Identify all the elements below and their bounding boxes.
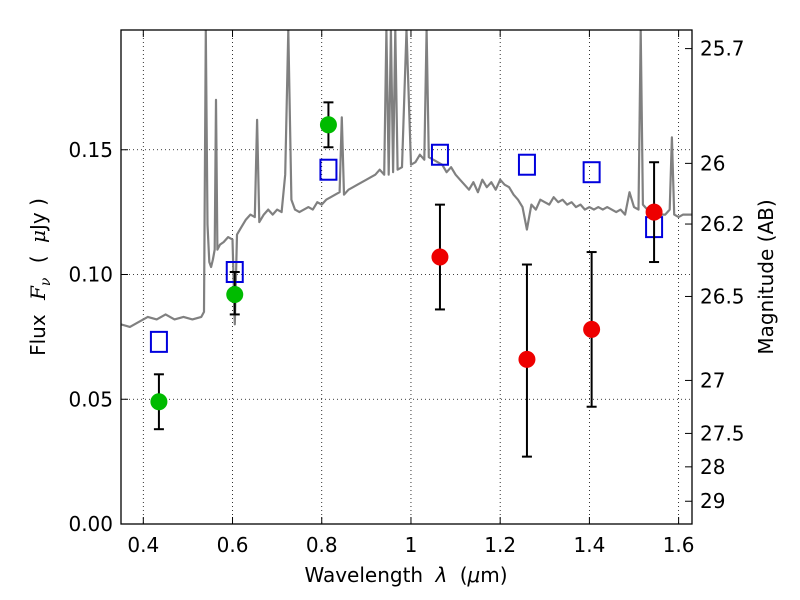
photometry-point (226, 285, 244, 303)
model-photometry-square (149, 330, 168, 353)
photometry-point (645, 203, 663, 221)
magnitude-tick-label: 25.7 (700, 37, 745, 61)
y-tick-label: 0.10 (68, 263, 113, 287)
x-tick-label: 1.4 (573, 533, 605, 557)
model-spectrum (121, 30, 692, 328)
model-spectrum-line (121, 30, 692, 328)
plot-frame (120, 29, 693, 525)
photometry-point (518, 350, 536, 368)
y-tick-label: 0.15 (68, 138, 113, 162)
x-tick-label: 1.6 (663, 533, 695, 557)
magnitude-tick-label: 28 (700, 455, 725, 479)
magnitude-tick-label: 26 (700, 151, 725, 175)
x-tick-label: 0.4 (127, 533, 159, 557)
model-photometry-square (319, 158, 338, 181)
x-tick-label: 0.8 (306, 533, 338, 557)
magnitude-tick-label: 27 (700, 368, 725, 392)
y-tick-label: 0.05 (68, 387, 113, 411)
x-tick-label: 0.6 (217, 533, 249, 557)
x-axis-ticks: 0.4 0.6 0.8 1 1.2 1.4 1.6 (127, 30, 695, 557)
photometry-point (431, 248, 449, 266)
y-tick-label: 0.00 (68, 512, 113, 536)
photometry-point (150, 393, 168, 411)
magnitude-tick-label: 27.5 (700, 421, 745, 445)
x-axis-title: Wavelength λ (μm) (304, 563, 507, 587)
magnitude-tick-label: 26.2 (700, 212, 745, 236)
y-axis-ticks: 0.00 0.05 0.10 0.15 (68, 138, 128, 536)
data-markers (149, 101, 664, 458)
magnitude-tick-label: 29 (700, 489, 725, 513)
model-photometry-square (582, 161, 601, 184)
model-photometry-square (517, 153, 536, 176)
magnitude-axis-ticks: 25.7 26 26.2 26.5 27 27.5 28 29 (685, 37, 745, 513)
model-photometry-square (430, 143, 449, 166)
x-tick-label: 1.2 (484, 533, 516, 557)
x-tick-label: 1 (405, 533, 418, 557)
photometry-point (583, 320, 601, 338)
magnitude-tick-label: 26.5 (700, 284, 745, 308)
photometry-point (319, 116, 337, 134)
y-axis-title: Flux Fν ( μJy ) (26, 198, 55, 356)
magnitude-axis-title: Magnitude (AB) (754, 199, 778, 354)
